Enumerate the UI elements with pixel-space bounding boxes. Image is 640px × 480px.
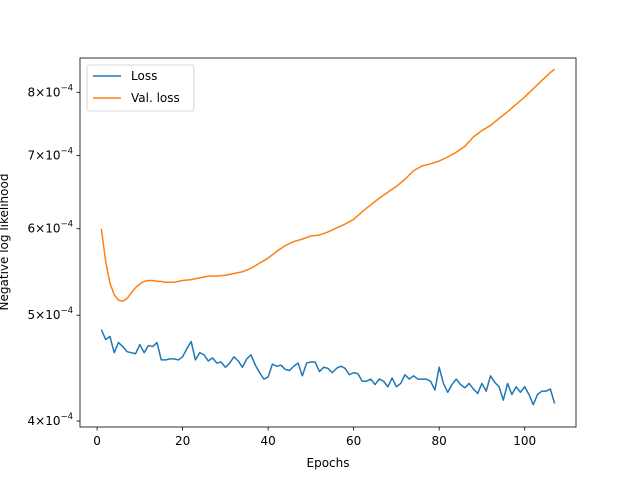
x-tick-label: 60 [346,434,361,448]
legend: Loss Val. loss [86,64,195,112]
y-tick-label: 4×10−4 [28,412,74,428]
y-tick-label: 6×10−4 [28,220,74,236]
x-axis-label: Epochs [307,456,350,470]
y-axis-label: Negative log likelihood [0,174,11,311]
x-tick-label: 80 [432,434,447,448]
series-line-val-loss [100,68,556,302]
x-tick-label: 20 [175,434,190,448]
series-line-loss [100,329,556,406]
legend-label-val-loss: Val. loss [131,91,180,105]
y-axis-ticks: 4×10−4 5×10−4 6×10−4 7×10−4 8×10−4 [28,83,80,428]
x-tick-label: 40 [260,434,275,448]
axes-frame [79,57,577,428]
legend-label-loss: Loss [131,69,157,83]
y-tick-label: 7×10−4 [28,147,74,163]
x-tick-label: 100 [513,434,536,448]
series-layer [100,68,556,406]
plot-area [80,58,576,427]
y-tick-label: 5×10−4 [28,306,74,322]
y-tick-label: 8×10−4 [28,83,74,99]
x-axis-ticks: 0 20 40 60 80 100 [93,427,536,448]
x-tick-label: 0 [93,434,101,448]
